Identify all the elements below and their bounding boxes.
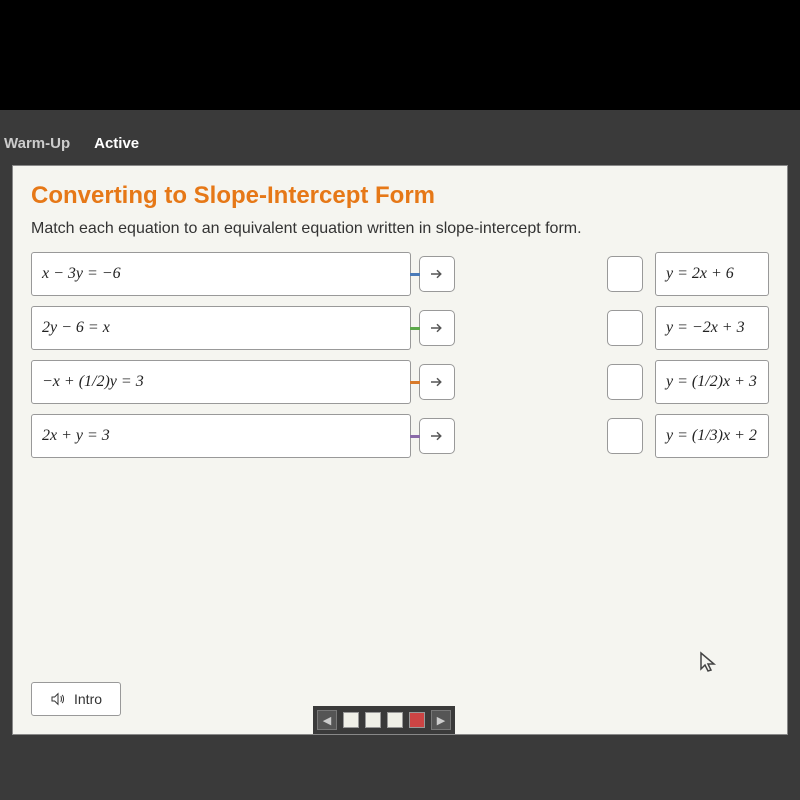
nav-step-2[interactable] [365, 712, 381, 728]
arrow-icon [428, 373, 446, 391]
drag-handle-2[interactable] [419, 310, 455, 346]
drop-target-2[interactable] [607, 310, 643, 346]
arrow-icon [428, 319, 446, 337]
arrow-icon [428, 427, 446, 445]
page-title: Converting to Slope-Intercept Form [13, 166, 787, 220]
nav-prev-button[interactable]: ◀ [317, 710, 337, 730]
lesson-panel: Converting to Slope-Intercept Form Match… [12, 165, 788, 735]
answer-eq-4: y = (1/3)x + 2 [655, 414, 769, 458]
drag-handle-3[interactable] [419, 364, 455, 400]
progress-nav: ◀ ▶ [313, 706, 455, 734]
cursor-icon [699, 651, 717, 679]
arrow-icon [428, 265, 446, 283]
source-eq-4: 2x + y = 3 [31, 414, 411, 458]
drop-target-3[interactable] [607, 364, 643, 400]
drop-column [607, 252, 647, 472]
nav-step-1[interactable] [343, 712, 359, 728]
source-eq-3: −x + (1/2)y = 3 [31, 360, 411, 404]
drag-handle-1[interactable] [419, 256, 455, 292]
answer-eq-2: y = −2x + 3 [655, 306, 769, 350]
drag-handle-4[interactable] [419, 418, 455, 454]
source-eq-2: 2y − 6 = x [31, 306, 411, 350]
answer-column: y = 2x + 6 y = −2x + 3 y = (1/2)x + 3 y … [655, 252, 769, 472]
drop-target-4[interactable] [607, 418, 643, 454]
intro-label: Intro [74, 691, 102, 707]
nav-step-4[interactable] [409, 712, 425, 728]
tab-active[interactable]: Active [94, 135, 139, 152]
source-eq-1: x − 3y = −6 [31, 252, 411, 296]
nav-next-button[interactable]: ▶ [431, 710, 451, 730]
intro-button[interactable]: Intro [31, 682, 121, 716]
answer-eq-1: y = 2x + 6 [655, 252, 769, 296]
speaker-icon [50, 691, 66, 707]
tab-bar: Warm-Up Active [0, 135, 139, 152]
answer-eq-3: y = (1/2)x + 3 [655, 360, 769, 404]
drop-target-1[interactable] [607, 256, 643, 292]
instruction-text: Match each equation to an equivalent equ… [13, 220, 787, 252]
nav-step-3[interactable] [387, 712, 403, 728]
matching-area: x − 3y = −6 2y − 6 = x −x + (1/2)y = 3 2… [13, 252, 787, 472]
tab-warmup[interactable]: Warm-Up [4, 135, 70, 152]
source-column: x − 3y = −6 2y − 6 = x −x + (1/2)y = 3 2… [31, 252, 411, 472]
handle-column [419, 252, 459, 472]
